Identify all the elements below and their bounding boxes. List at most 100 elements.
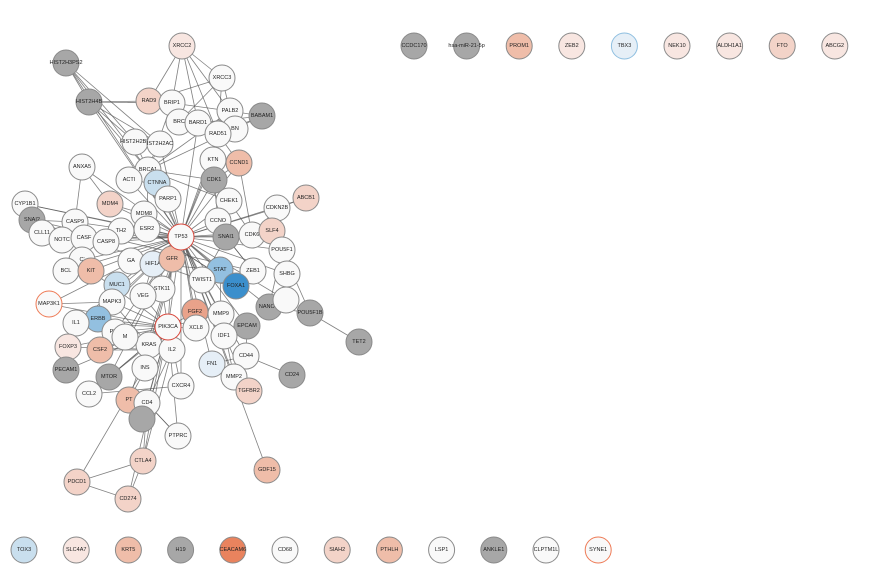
node-xrcc3[interactable]: XRCC3 (208, 64, 236, 92)
node-hist2h2be[interactable]: HIST2H2BE (120, 128, 150, 156)
node-sg[interactable] (272, 286, 300, 314)
node-circle[interactable] (233, 312, 261, 340)
node-circle[interactable] (77, 257, 105, 285)
node-circle[interactable] (821, 32, 849, 60)
node-circle[interactable] (133, 215, 161, 243)
node-circle[interactable] (532, 536, 560, 564)
node-rad9[interactable]: RAD9 (135, 87, 163, 115)
node-parp1[interactable]: PARP1 (154, 185, 182, 213)
node-circle[interactable] (453, 32, 481, 60)
node-circle[interactable] (10, 536, 38, 564)
node-circle[interactable] (62, 536, 90, 564)
isolated-node-krt5[interactable]: KRT5 (114, 536, 142, 564)
node-circle[interactable] (146, 130, 174, 158)
node-acti[interactable]: ACTI (115, 166, 143, 194)
node-circle[interactable] (663, 32, 691, 60)
isolated-node-slc4a7[interactable]: SLC4A7 (62, 536, 90, 564)
node-cxcl8[interactable]: XCL8 (182, 314, 210, 342)
node-circle[interactable] (75, 88, 103, 116)
node-veg[interactable]: VEG (129, 282, 157, 310)
node-circle[interactable] (248, 102, 276, 130)
node-circle[interactable] (219, 536, 247, 564)
node-cxcr4[interactable]: CXCR4 (167, 372, 195, 400)
isolated-node-siah2[interactable]: SIAH2 (323, 536, 351, 564)
node-circle[interactable] (375, 536, 403, 564)
node-hist2h3ps2[interactable]: HIST2H3PS2 (49, 49, 83, 77)
node-circle[interactable] (198, 350, 226, 378)
node-circle[interactable] (278, 361, 306, 389)
node-fn1[interactable]: FN1 (198, 350, 226, 378)
isolated-node-ankle1[interactable]: ANKLE1 (480, 536, 508, 564)
node-circle[interactable] (480, 536, 508, 564)
node-il1[interactable]: IL1 (62, 309, 90, 337)
node-circle[interactable] (164, 422, 192, 450)
node-circle[interactable] (239, 257, 267, 285)
node-ptprc[interactable]: PTPRC (164, 422, 192, 450)
node-esr2[interactable]: ESR2 (133, 215, 161, 243)
node-ccl2[interactable]: CCL2 (75, 380, 103, 408)
node-bcl[interactable]: BCL (52, 257, 80, 285)
node-circle[interactable] (768, 32, 796, 60)
node-tet2[interactable]: TET2 (345, 328, 373, 356)
node-circle[interactable] (323, 536, 351, 564)
isolated-node-tox3[interactable]: TOX3 (10, 536, 38, 564)
node-abcb1[interactable]: ABCB1 (292, 184, 320, 212)
node-pou5f1b[interactable]: POU5F1B (296, 299, 324, 327)
node-circle[interactable] (584, 536, 612, 564)
node-shbg[interactable]: SHBG (273, 260, 301, 288)
node-epcam[interactable]: EPCAM (233, 312, 261, 340)
node-circle[interactable] (428, 536, 456, 564)
isolated-node-clptm1l[interactable]: CLPTM1L (532, 536, 560, 564)
isolated-node-abcg2[interactable]: ABCG2 (821, 32, 849, 60)
node-ga[interactable]: GA (117, 247, 145, 275)
node-cd44[interactable]: CD44 (232, 342, 260, 370)
node-gray_low[interactable] (128, 405, 156, 433)
node-foxp3[interactable]: FOXP3 (54, 333, 82, 361)
isolated-node-hsa-mir-21-5p[interactable]: hsa-miR-21-5p (448, 32, 485, 60)
node-babam1[interactable]: BABAM1 (248, 102, 276, 130)
node-tgfbr2[interactable]: TGFBR2 (235, 377, 263, 405)
node-mtor[interactable]: MTOR (95, 363, 123, 391)
node-ins[interactable]: INS (131, 354, 159, 382)
node-hist2h4b[interactable]: HIST2H4B (75, 88, 103, 116)
node-foxa1[interactable]: FOXA1 (222, 272, 250, 300)
node-circle[interactable] (111, 323, 139, 351)
isolated-node-tbx3[interactable]: TBX3 (610, 32, 638, 60)
node-cdk1[interactable]: CDK1 (200, 166, 228, 194)
node-circle[interactable] (182, 314, 210, 342)
isolated-node-pthlh[interactable]: PTHLH (375, 536, 403, 564)
node-circle[interactable] (131, 354, 159, 382)
node-pecam1[interactable]: PECAM1 (52, 356, 80, 384)
node-circle[interactable] (232, 342, 260, 370)
node-circle[interactable] (63, 468, 91, 496)
node-circle[interactable] (129, 282, 157, 310)
node-circle[interactable] (296, 299, 324, 327)
node-il2[interactable]: IL2 (158, 336, 186, 364)
node-circle[interactable] (167, 536, 195, 564)
node-cd24[interactable]: CD24 (278, 361, 306, 389)
node-gdf15[interactable]: GDF15 (253, 456, 281, 484)
node-csf2[interactable]: CSF2 (86, 336, 114, 364)
node-circle[interactable] (253, 456, 281, 484)
isolated-node-cd68[interactable]: CD68 (271, 536, 299, 564)
node-circle[interactable] (345, 328, 373, 356)
isolated-node-syne1[interactable]: SYNE1 (584, 536, 612, 564)
node-circle[interactable] (210, 322, 238, 350)
node-circle[interactable] (272, 286, 300, 314)
node-circle[interactable] (35, 290, 63, 318)
node-cd274[interactable]: CD274 (114, 485, 142, 513)
isolated-node-h19[interactable]: H19 (167, 536, 195, 564)
node-mdm4[interactable]: MDM4 (96, 190, 124, 218)
node-tp53[interactable]: TP53 (167, 223, 195, 251)
node-circle[interactable] (129, 447, 157, 475)
node-circle[interactable] (115, 166, 143, 194)
node-circle[interactable] (96, 190, 124, 218)
node-circle[interactable] (167, 372, 195, 400)
node-xrcc2[interactable]: XRCC2 (168, 32, 196, 60)
node-circle[interactable] (610, 32, 638, 60)
node-m2[interactable]: M (111, 323, 139, 351)
node-cdkn2b[interactable]: CDKN2B (263, 194, 291, 222)
isolated-node-aldh1a1[interactable]: ALDH1A1 (716, 32, 744, 60)
node-rad51[interactable]: RAD51 (204, 120, 232, 148)
node-circle[interactable] (62, 309, 90, 337)
